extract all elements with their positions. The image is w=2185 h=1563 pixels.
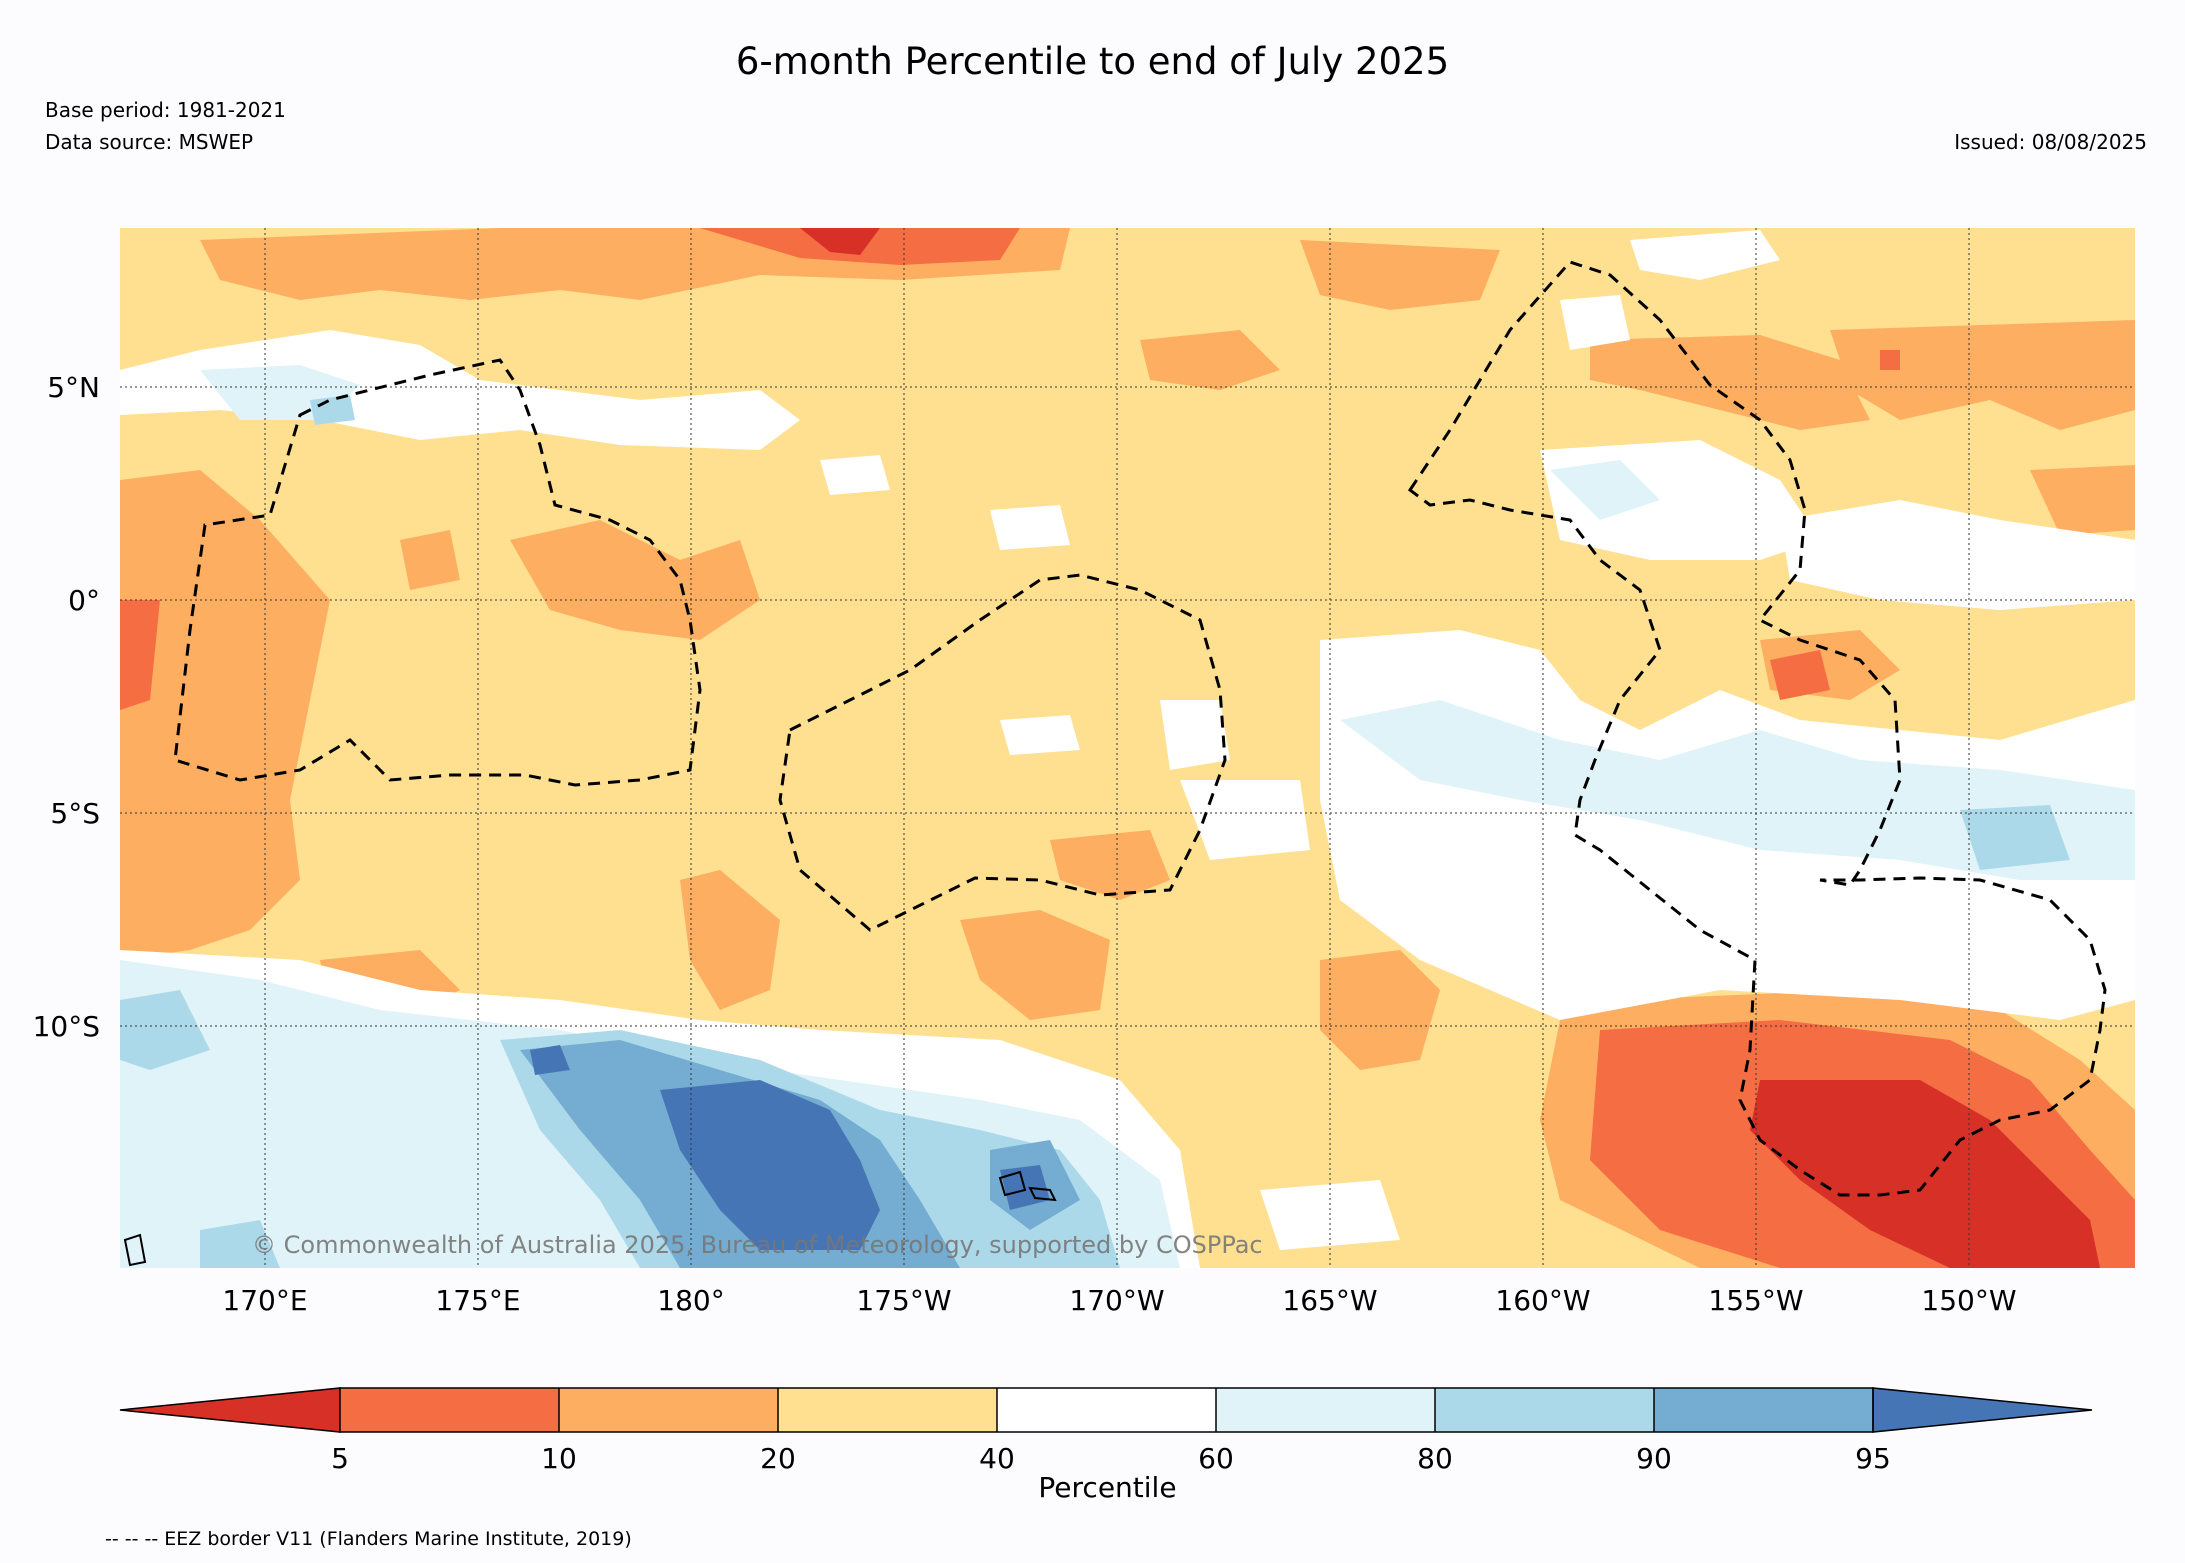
colorbar-segment xyxy=(340,1388,559,1432)
data-source: Data source: MSWEP xyxy=(45,130,254,154)
colorbar-high-extension xyxy=(1872,1387,2093,1433)
map-title: 6-month Percentile to end of July 2025 xyxy=(735,40,1450,83)
colorbar-tick: 20 xyxy=(760,1442,796,1475)
lat-label: 10°S xyxy=(33,1010,100,1043)
lon-label: 155°W xyxy=(1708,1284,1803,1317)
percentile-field xyxy=(120,228,2135,1268)
lat-label: 5°S xyxy=(50,797,100,830)
lat-label: 0° xyxy=(68,584,100,617)
colorbar-tick: 5 xyxy=(331,1442,349,1475)
colorbar-tick: 60 xyxy=(1198,1442,1234,1475)
colorbar-segment xyxy=(1216,1388,1435,1432)
colorbar-segment xyxy=(778,1388,997,1432)
colorbar-segment xyxy=(559,1388,778,1432)
colorbar-label: Percentile xyxy=(1038,1471,1177,1504)
colorbar-tick: 40 xyxy=(979,1442,1015,1475)
eez-borders xyxy=(173,260,2107,1197)
issued-date: Issued: 08/08/2025 xyxy=(1954,130,2147,154)
colorbar-low-extension xyxy=(119,1387,341,1433)
colorbar-segment xyxy=(997,1388,1216,1432)
copyright-notice: © Commonwealth of Australia 2025, Bureau… xyxy=(252,1231,1263,1259)
lon-label: 175°E xyxy=(435,1284,520,1317)
base-period: Base period: 1981-2021 xyxy=(45,98,286,122)
lon-label: 170°W xyxy=(1069,1284,1164,1317)
lon-label: 175°W xyxy=(856,1284,951,1317)
gridlines xyxy=(120,228,2135,1268)
lon-label: 150°W xyxy=(1921,1284,2016,1317)
red-patches-below-5 xyxy=(800,228,2100,1268)
lat-label: 5°N xyxy=(47,371,100,404)
lon-label: 180° xyxy=(657,1284,724,1317)
lon-label: 160°W xyxy=(1495,1284,1590,1317)
lon-label: 165°W xyxy=(1282,1284,1377,1317)
colorbar-tick: 90 xyxy=(1636,1442,1672,1475)
colorbar-segment xyxy=(1654,1388,1873,1432)
colorbar-tick: 10 xyxy=(541,1442,577,1475)
island-outlines xyxy=(123,1170,1057,1267)
eez-legend-note: -- -- -- EEZ border V11 (Flanders Marine… xyxy=(105,1528,632,1550)
colorbar-segment xyxy=(1435,1388,1654,1432)
colorbar-tick: 80 xyxy=(1417,1442,1453,1475)
colorbar: 5 10 20 40 60 80 90 95 xyxy=(119,1387,2093,1475)
lon-label: 170°E xyxy=(222,1284,307,1317)
colorbar-tick: 95 xyxy=(1855,1442,1891,1475)
